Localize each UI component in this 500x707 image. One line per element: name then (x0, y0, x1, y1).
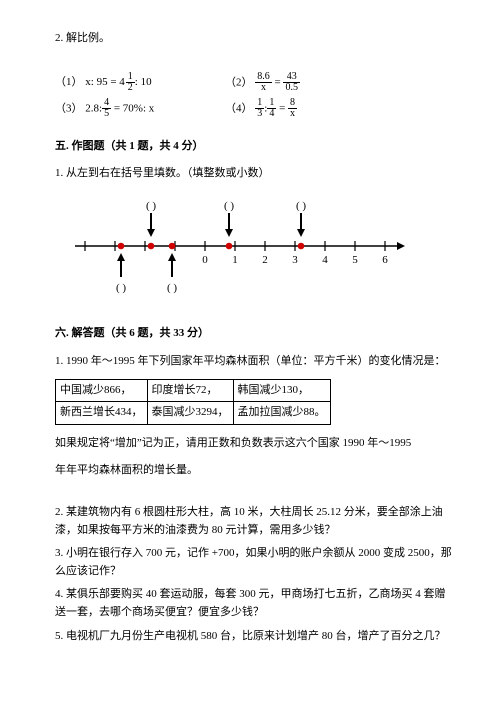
eq1-mixed-whole: 4 (119, 74, 125, 92)
number-line: ( ) ( ) ( ) 0 1 2 3 4 5 6 ( ) (55, 191, 455, 308)
section-6-head: 六. 解答题（共 6 题，共 33 分） (55, 325, 455, 343)
table-row: 中国减少866， 印度增长72， 韩国减少130， (56, 379, 331, 402)
eq2-rhs: 43 0.5 (283, 72, 300, 94)
section-6-q2: 2. 某建筑物内有 6 根圆柱形大柱，高 10 米，大柱周长 25.12 分米，… (55, 504, 455, 539)
table-row: 新西兰增长434， 泰国减少3294， 孟加拉国减少88。 (56, 402, 331, 425)
forest-table: 中国减少866， 印度增长72， 韩国减少130， 新西兰增长434， 泰国减少… (55, 379, 331, 425)
eq3-prefix: （3） (55, 102, 83, 114)
equation-row-1: （1） x: 95 = 4 1 2 : 10 （2） 8.6 x = 43 0.… (55, 72, 455, 94)
eq1-95: 95 (97, 76, 108, 88)
paren-top-2: ( ) (224, 200, 234, 212)
eq4-a-den: 3 (255, 109, 264, 120)
q2-label: 2. 解比例。 (55, 30, 455, 48)
eq4-b-den: 4 (267, 109, 276, 120)
section-5-head: 五. 作图题（共 1 题，共 4 分） (55, 138, 455, 156)
equation-1: （1） x: 95 = 4 1 2 : 10 (55, 72, 225, 94)
eq1-prefix: （1） (55, 76, 83, 88)
eq3-b: 4 5 (102, 98, 111, 120)
paren-top-1: ( ) (146, 200, 156, 212)
eq2-lhs-den: x (255, 83, 272, 94)
svg-text:3: 3 (292, 254, 298, 266)
eq4-a: 1 3 (255, 98, 264, 120)
section-6-q3: 3. 小明在银行存入 700 元，记作 +700，如果小明的账户余额从 2000… (55, 545, 455, 580)
section-6-q1: 1. 1990 年～1995 年下列国家年平均森林面积（单位：平方千米）的变化情… (55, 353, 455, 371)
eq2-lhs: 8.6 x (255, 72, 272, 94)
section-6-q1-p2: 年年平均森林面积的增长量。 (55, 462, 455, 480)
equation-3: （3） 2.8: 4 5 = 70%: x (55, 98, 225, 120)
eq1-colon-2: : (135, 76, 138, 88)
eq1-mixed-den: 2 (126, 83, 135, 94)
section-5-q1: 1. 从左到右在括号里填数。（填整数或小数） (55, 165, 455, 183)
equation-2: （2） 8.6 x = 43 0.5 (225, 72, 395, 94)
eq2-eq: = (275, 76, 284, 88)
section-6-q1-p1: 如果规定将“增加”记为正，请用正数和负数表示这六个国家 1990 年～1995 (55, 435, 455, 453)
section-6-q4: 4. 某俱乐部要购买 40 套运动服，每套 300 元，甲商场打七五折，乙商场买… (55, 586, 455, 621)
eq4-c: 8 x (288, 98, 297, 120)
eq4-c-den: x (288, 109, 297, 120)
eq3-colon-2: : (143, 102, 146, 114)
eq4-eq: = (279, 102, 288, 114)
eq2-prefix: （2） (225, 76, 253, 88)
cell: 孟加拉国减少88。 (233, 402, 330, 425)
cell: 新西兰增长434， (56, 402, 148, 425)
eq1-mixed: 4 1 2 (119, 72, 135, 94)
paren-top-3: ( ) (296, 200, 306, 212)
paren-bot-2: ( ) (167, 282, 177, 294)
cell: 韩国减少130， (233, 379, 330, 402)
eq3-a: 2.8 (85, 102, 99, 114)
eq1-eq: = (110, 76, 119, 88)
eq2-rhs-den: 0.5 (283, 83, 300, 94)
cell: 泰国减少3294， (147, 402, 233, 425)
eq3-eq: = (114, 102, 123, 114)
cell: 印度增长72， (147, 379, 233, 402)
paren-bot-1: ( ) (116, 282, 126, 294)
equation-row-2: （3） 2.8: 4 5 = 70%: x （4） 1 3 : 1 4 = 8 … (55, 98, 455, 120)
svg-text:5: 5 (352, 254, 358, 266)
svg-text:2: 2 (262, 254, 268, 266)
svg-text:4: 4 (322, 254, 328, 266)
svg-text:6: 6 (382, 254, 388, 266)
eq3-c: 70% (123, 102, 143, 114)
eq1-mixed-frac: 1 2 (126, 72, 135, 94)
section-6-q5: 5. 电视机厂九月份生产电视机 580 台，比原来计划增产 80 台，增产了百分… (55, 628, 455, 646)
eq3-d: x (149, 102, 155, 114)
eq1-colon-1: : (91, 76, 94, 88)
svg-text:0: 0 (202, 254, 208, 266)
svg-text:1: 1 (232, 254, 238, 266)
eq4-b: 1 4 (267, 98, 276, 120)
eq1-10: 10 (141, 76, 152, 88)
eq4-prefix: （4） (225, 102, 253, 114)
equation-4: （4） 1 3 : 1 4 = 8 x (225, 98, 395, 120)
cell: 中国减少866， (56, 379, 148, 402)
eq3-b-den: 5 (102, 109, 111, 120)
